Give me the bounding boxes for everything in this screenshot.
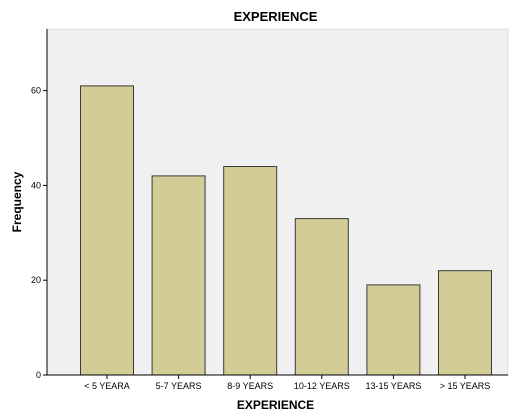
x-tick-label-2: 8-9 YEARS: [227, 381, 273, 391]
bar-1: [151, 175, 206, 376]
y-tick-label-0: 0: [36, 370, 41, 380]
x-tick-label-0: < 5 YEARA: [84, 381, 130, 391]
x-tick-label-5: > 15 YEARS: [440, 381, 491, 391]
x-tick-label-1: 5-7 YEARS: [156, 381, 202, 391]
bars-group: [80, 85, 492, 376]
y-tick-label-3: 60: [31, 86, 41, 96]
x-tick-label-3: 10-12 YEARS: [294, 381, 350, 391]
x-axis-label: EXPERIENCE: [237, 398, 314, 412]
bar-0: [80, 85, 134, 376]
x-tick-label-4: 13-15 YEARS: [365, 381, 421, 391]
y-tick-label-1: 20: [31, 275, 41, 285]
bar-4: [366, 284, 421, 376]
y-tick-label-2: 40: [31, 180, 41, 190]
y-axis-label: Frequency: [10, 171, 24, 232]
bar-5: [438, 270, 492, 376]
chart-title: EXPERIENCE: [234, 9, 318, 24]
y-axis-ticks: 0 20 40 60: [31, 86, 47, 380]
x-axis-ticks: < 5 YEARA 5-7 YEARS 8-9 YEARS 10-12 YEARS 13…: [84, 375, 490, 391]
bar-2: [223, 166, 278, 376]
bar-3: [294, 218, 349, 376]
